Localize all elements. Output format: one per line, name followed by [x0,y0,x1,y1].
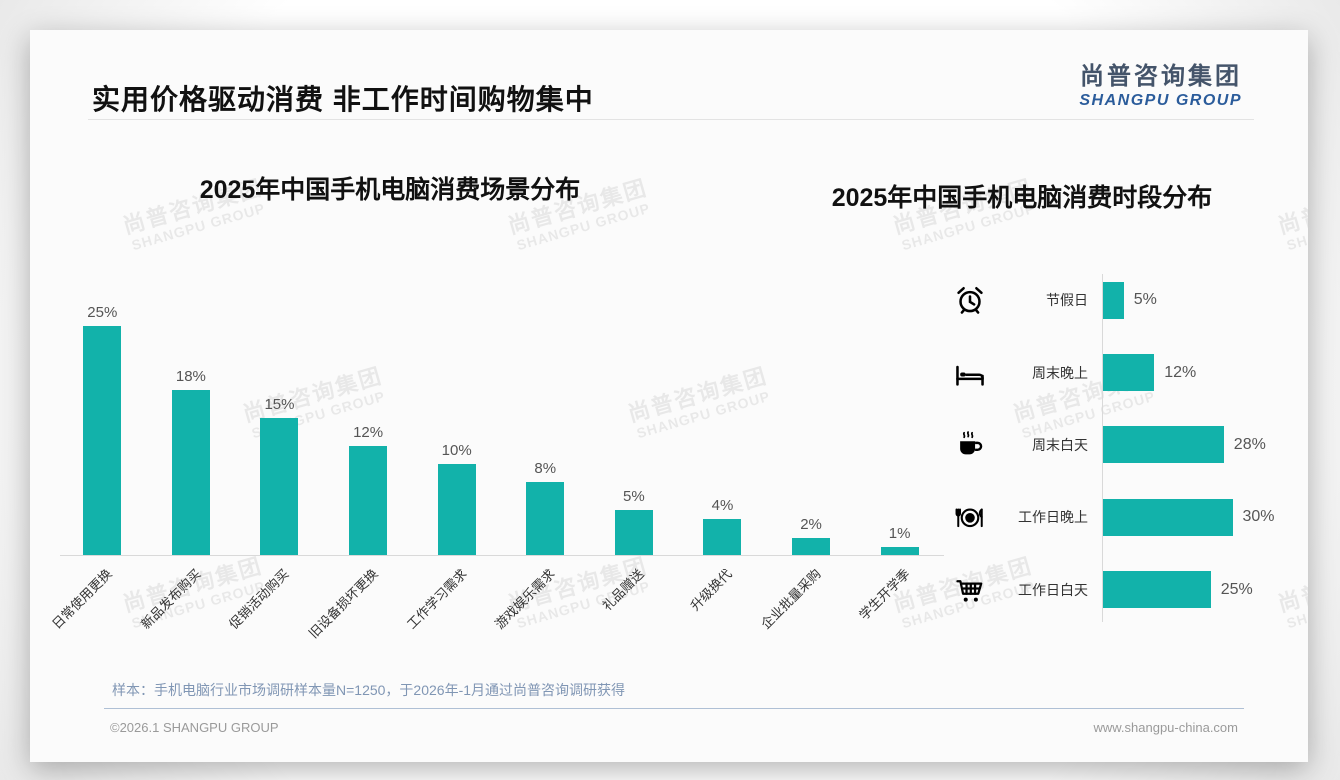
bar-value-label: 2% [800,515,822,533]
time-chart-row: 周末白天 28% [930,409,1302,481]
bar-value-label: 12% [1164,363,1197,381]
time-chart-row: 周末晚上 12% [930,336,1302,408]
bar-category-label: 促销活动购买 [226,566,293,632]
bar-category-label: 工作学习需求 [403,566,470,632]
bar [614,510,653,556]
bar-value-label: 8% [534,460,557,478]
coffee-icon [950,429,990,461]
bar-value-label: 4% [711,497,734,515]
website-url: www.shangpu-china.com [1093,720,1238,735]
bar [792,537,831,556]
logo-english-text: SHANGPU GROUP [1079,92,1242,109]
bar [260,418,299,556]
time-category-label: 节假日 [1046,292,1088,309]
bar [349,445,388,556]
logo-chinese-text: 尚普咨询集团 [1080,63,1242,90]
bar [83,326,122,556]
bar-category-label: 升级换代 [687,566,736,614]
bar-category-label: 企业批量采购 [758,566,824,632]
bar [171,390,210,556]
bar-column: 8% [501,460,590,556]
bar-value-label: 25% [1220,580,1253,598]
cart-icon [950,574,990,606]
bar-value-label: 15% [264,396,295,413]
bar [1102,571,1211,609]
bar [437,464,476,556]
bar-value-label: 30% [1242,508,1275,526]
watermark-english-text: SHANGPU GROUP [1284,200,1308,254]
bar-column: 5% [590,488,679,556]
bar [1102,426,1224,464]
bar-value-label: 12% [353,423,384,441]
title-divider [88,119,1254,120]
time-category-label: 工作日白天 [1018,581,1088,598]
bar [1102,354,1155,392]
time-chart-title: 2025年中国手机电脑消费时段分布 [831,184,1213,212]
bar-value-label: 18% [175,368,206,386]
bar-column: 1% [855,525,944,556]
bar-category-label: 旧设备损坏更换 [305,566,381,642]
scenario-chart-category-labels: 日常使用更换 新品发布购买 促销活动购买 旧设备损坏更换 工作学习需求 游戏娱乐需求 礼品赠… [49,556,944,676]
time-chart-row: 工作日白天 25% [930,554,1302,626]
bar-column: 18% [147,368,236,556]
scenario-chart-plot-area: 25% 18% 15% 12% 10% 8% 5% 4% 2% 1% [58,270,944,556]
footer: ©2026.1 SHANGPU GROUP www.shangpu-china.… [110,720,1238,735]
time-category-label: 周末晚上 [1032,364,1088,381]
bar-value-label: 1% [888,524,911,542]
bar-category-label: 日常使用更换 [49,566,116,632]
time-chart-row: 节假日 5% [930,264,1302,336]
time-chart-y-axis [1102,274,1103,622]
bar-column: 25% [58,304,147,556]
bar-column: 2% [767,516,856,556]
footer-divider [104,708,1244,709]
bar-column: 4% [678,497,767,556]
time-bar-chart: 节假日 5% 周末晚上 12% 周末白天 28% 工作日晚上 30% 工作日白天 25% [930,264,1302,626]
bar-category-label: 游戏娱乐需求 [492,566,559,632]
bar-value-label: 10% [441,442,472,459]
bar-value-label: 5% [623,488,645,505]
time-category-label: 工作日晚上 [1018,509,1088,526]
alarm-clock-icon [950,284,990,316]
bar-category-label: 学生开学季 [855,566,913,623]
bar [880,546,919,556]
bar [526,482,565,556]
bar-column: 10% [412,442,501,556]
sample-note: 样本：手机电脑行业市场调研样本量N=1250，于2026年-1月通过尚普咨询调研… [112,682,626,698]
bar [703,519,742,556]
company-logo: 尚普咨询集团 SHANGPU GROUP [1079,56,1242,110]
time-chart-row: 工作日晚上 30% [930,481,1302,553]
bar [1102,281,1124,319]
time-category-label: 周末白天 [1032,436,1088,453]
slide-card: 尚普咨询集团 SHANGPU GROUP 尚普咨询集团 SHANGPU GROUP 尚普… [30,30,1308,762]
bar-category-label: 礼品赠送 [599,566,647,614]
scenario-chart-title: 2025年中国手机电脑消费场景分布 [199,176,581,204]
dining-icon [950,501,990,533]
scenario-chart-x-axis [60,555,944,556]
copyright-text: ©2026.1 SHANGPU GROUP [110,720,279,735]
bar-value-label: 25% [87,304,118,321]
bed-icon [950,357,990,389]
bar-column: 12% [324,424,413,556]
bar [1102,498,1233,536]
bar-column: 15% [235,396,324,556]
bar-value-label: 28% [1233,435,1266,453]
page-title: 实用价格驱动消费 非工作时间购物集中 [92,84,594,115]
watermark-chinese-text: 尚普咨询集团 [1275,174,1308,239]
scenario-bar-chart: 25% 18% 15% 12% 10% 8% 5% 4% 2% 1% 日常使用更换 新品发布购买 促销… [49,270,944,680]
bar-category-label: 新品发布购买 [137,566,204,632]
bar-value-label: 5% [1133,291,1157,309]
